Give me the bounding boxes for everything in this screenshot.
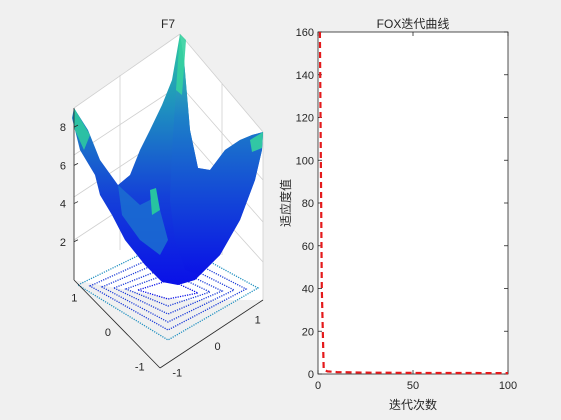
y-tick-label: 40 (302, 284, 314, 296)
y-tick-label: 60 (302, 241, 314, 253)
series-line-0 (318, 31, 508, 375)
y-tick-label: 80 (302, 198, 314, 210)
plot-area (317, 31, 509, 375)
y-axis-label: 适应度值 (278, 179, 293, 227)
y-tick-label: 120 (296, 113, 314, 125)
y-tick-label: 140 (296, 70, 314, 82)
z-tick-mark (73, 124, 79, 128)
z-tick-mark (73, 162, 79, 166)
x-axis-line (159, 299, 264, 369)
y-tick-label: 0 (105, 327, 111, 339)
z-tick-label: 2 (60, 237, 66, 249)
y-tick-label: -1 (135, 361, 145, 373)
y-tick-label: 20 (302, 326, 314, 338)
x-tick-label: 50 (407, 380, 419, 392)
curve-plot: FOX迭代曲线 0 50 100 0 20 40 60 80 100 120 140 160 迭代次数… (278, 17, 517, 412)
curve-series (318, 31, 508, 375)
surface-ticks: 2 4 6 8 -1 0 1 -1 0 1 (60, 122, 261, 379)
x-tick-label: 1 (255, 314, 261, 326)
z-tick-label: 8 (60, 122, 66, 134)
surface-title: F7 (161, 17, 175, 31)
x-tick-label: -1 (172, 368, 182, 380)
z-tick-mark (73, 239, 79, 243)
surface-body (72, 34, 263, 285)
x-tick-label: 0 (315, 380, 321, 392)
y-tick-label: 1 (71, 293, 77, 305)
x-tick-label: 100 (499, 380, 517, 392)
z-tick-mark (73, 201, 79, 204)
y-tick-label: 160 (296, 27, 314, 39)
curve-title: FOX迭代曲线 (377, 17, 450, 31)
y-tick-label: 0 (308, 369, 314, 381)
x-axis-label: 迭代次数 (389, 397, 437, 412)
z-tick-label: 4 (60, 199, 66, 211)
x-tick-label: 0 (214, 341, 220, 353)
y-axis-line (73, 279, 161, 369)
surface-plot: F7 (60, 17, 264, 380)
curve-ticks: 0 50 100 0 20 40 60 80 100 120 140 160 (296, 27, 518, 392)
z-tick-label: 6 (60, 160, 66, 172)
y-tick-label: 100 (296, 155, 314, 167)
